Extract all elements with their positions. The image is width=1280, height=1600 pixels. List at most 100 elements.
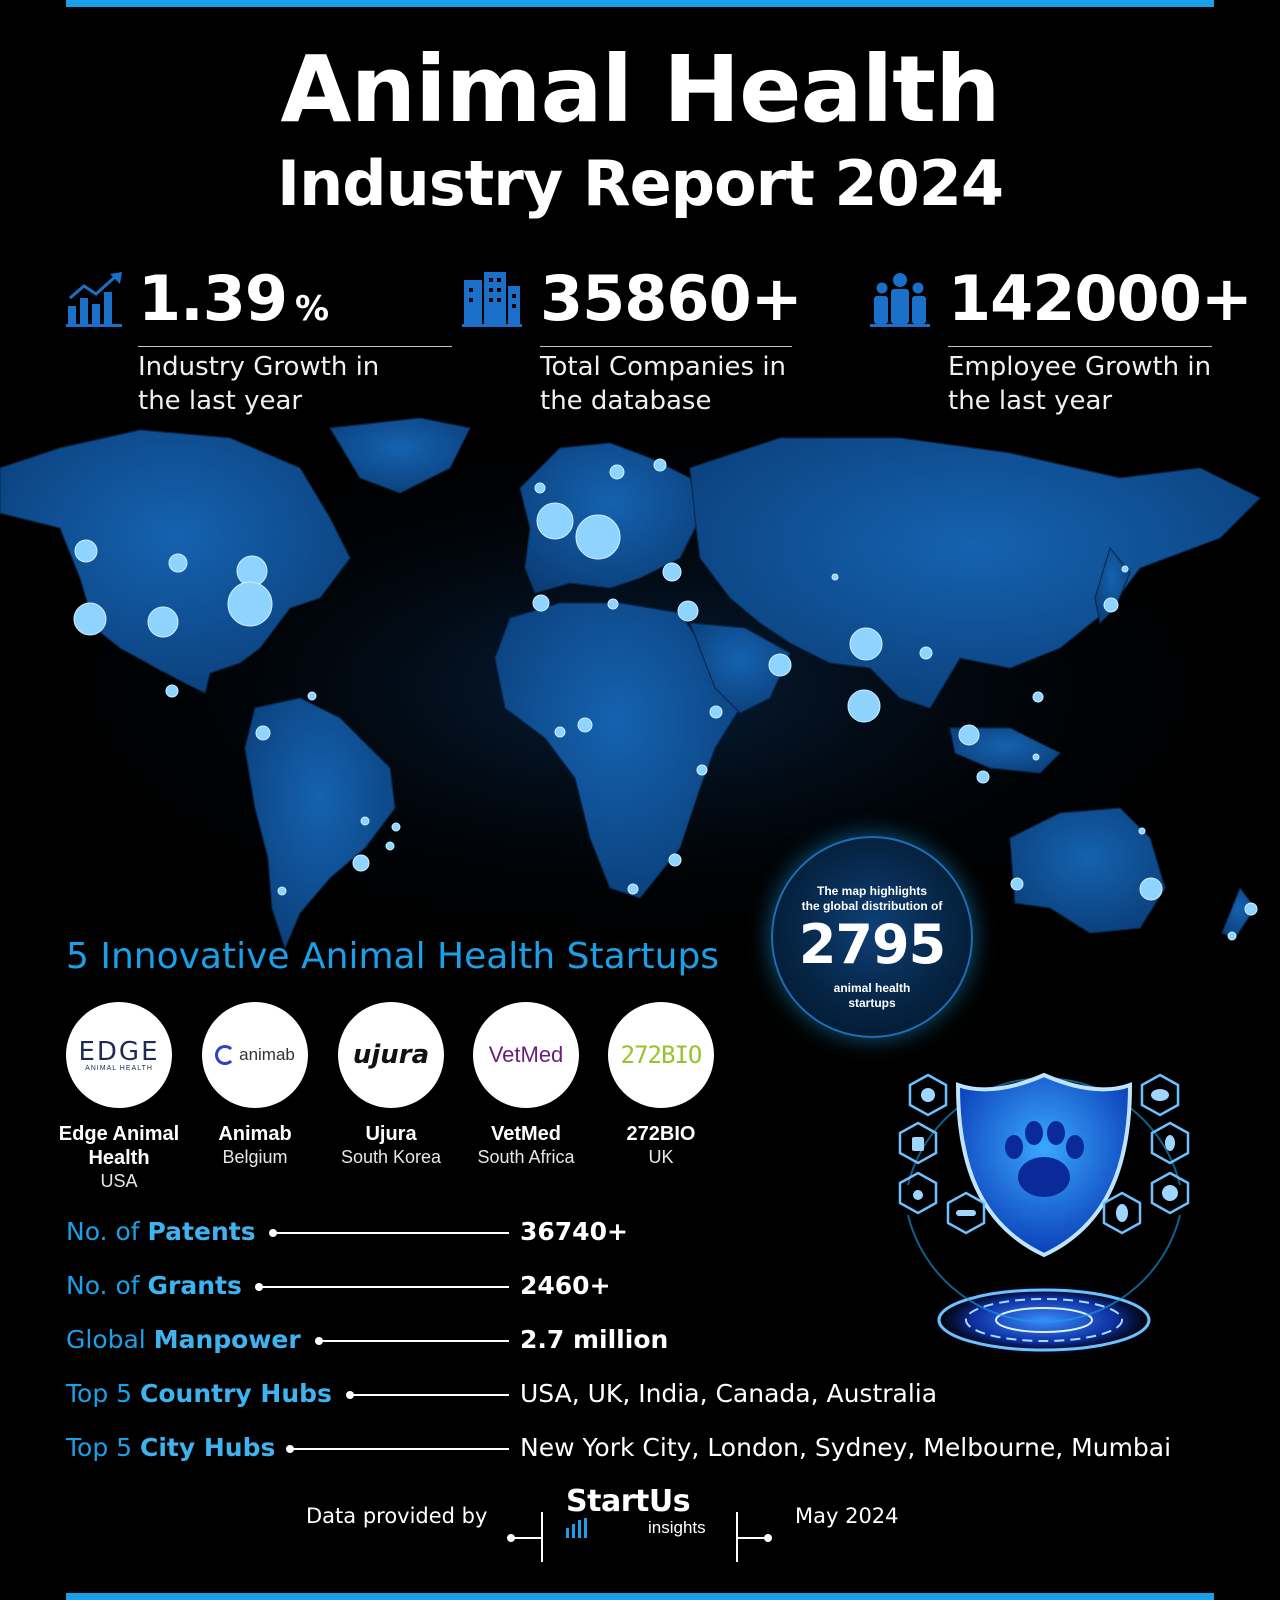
title-line1: Animal Health — [280, 36, 1000, 143]
metric-value: 2460+ — [520, 1271, 611, 1300]
asia-shape — [689, 437, 1262, 709]
startup-location-marker — [1139, 877, 1163, 901]
startup-location-marker — [768, 653, 792, 677]
startup-location-marker — [147, 606, 179, 638]
startup-location: UK — [648, 1147, 674, 1167]
startup-location-marker — [958, 724, 980, 746]
startup-location-marker — [1103, 597, 1119, 613]
leader-line — [290, 1448, 509, 1450]
leader-line — [259, 1286, 509, 1288]
startup-location-marker — [919, 646, 933, 660]
stat-value: 142000+ — [948, 262, 1253, 335]
startup-location-marker — [391, 822, 401, 832]
startup-location-marker — [627, 883, 639, 895]
stat-value: 35860+ — [540, 262, 803, 335]
startup-location-marker — [653, 458, 667, 472]
startup-name: Animab — [218, 1123, 292, 1145]
startup-location-marker — [1032, 691, 1044, 703]
stat-description: Total Companies in the database — [540, 352, 787, 416]
startup-location-marker — [536, 502, 574, 540]
startup-location-marker — [976, 770, 990, 784]
africa-shape — [494, 602, 741, 899]
bone-hex-icon — [946, 1191, 986, 1235]
footer-bracket-left — [541, 1512, 543, 1562]
startup-location-marker — [668, 853, 682, 867]
stat-divider — [138, 346, 452, 347]
startup-location-marker — [1227, 931, 1237, 941]
pet-health-shield-illustration — [898, 1072, 1190, 1358]
startup-name: VetMed — [490, 1123, 562, 1145]
startup-location-marker — [534, 482, 546, 494]
stat-value: 1.39% — [138, 262, 329, 335]
startup-location-marker — [255, 725, 271, 741]
startus-insights-logo: StartUs insights — [566, 1484, 706, 1538]
medicine-hex-icon — [898, 1121, 938, 1165]
callout-text-top: The map highlights the global distributio… — [801, 884, 943, 913]
world-map — [0, 408, 1280, 968]
people-icon — [870, 273, 930, 327]
footer-line-right — [738, 1537, 764, 1539]
logo-animab: animab — [202, 1002, 308, 1108]
startups-heading: 5 Innovative Animal Health Startups — [66, 936, 720, 977]
startup-location-marker — [307, 691, 317, 701]
startup-location-marker — [352, 854, 370, 872]
startup-location-marker — [1138, 827, 1146, 835]
startup-location-marker — [709, 705, 723, 719]
startup-location-marker — [607, 598, 619, 610]
rabbit-hex-icon — [908, 1073, 948, 1117]
startup-location-marker — [73, 602, 107, 636]
paw-icon — [1005, 1121, 1084, 1197]
animab-mark-icon — [215, 1045, 236, 1065]
metric-label: No. of Patents — [66, 1217, 256, 1246]
logo-ujura: ujura — [338, 1002, 444, 1108]
leader-line — [350, 1394, 509, 1396]
footer-provided-by: Data provided by — [306, 1504, 488, 1528]
startup-location-marker — [1010, 877, 1024, 891]
startup-location-marker — [554, 726, 566, 738]
startup-location-marker — [609, 464, 625, 480]
dog-hex-icon — [1140, 1073, 1180, 1117]
metric-label: Top 5 Country Hubs — [66, 1379, 332, 1408]
startup-markers — [73, 458, 1258, 941]
top-accent-bar — [66, 0, 1214, 7]
stat-divider — [948, 346, 1212, 347]
startup-location-marker — [847, 689, 881, 723]
stat-description: Employee Growth in the last year — [948, 352, 1212, 416]
startup-location-marker — [696, 764, 708, 776]
leader-line — [319, 1340, 509, 1342]
metric-label: Global Manpower — [66, 1325, 301, 1354]
startup-location-marker — [662, 562, 682, 582]
startup-location-marker — [236, 555, 268, 587]
metric-value: 36740+ — [520, 1217, 628, 1246]
startup-location-marker — [227, 581, 273, 627]
startup-location-marker — [849, 627, 883, 661]
startup-location-marker — [277, 886, 287, 896]
startup-location-marker — [577, 717, 593, 733]
metric-label: No. of Grants — [66, 1271, 242, 1300]
metric-label: Top 5 City Hubs — [66, 1433, 276, 1462]
startup-location-marker — [165, 684, 179, 698]
startup-location-marker — [1121, 565, 1129, 573]
startup-location: USA — [100, 1171, 138, 1191]
startup-location-marker — [1032, 753, 1040, 761]
startup-location-marker — [677, 600, 699, 622]
leader-line — [273, 1232, 509, 1234]
australia-shape — [1009, 807, 1166, 934]
cat-hex-icon — [1102, 1191, 1142, 1235]
growth-chart-icon — [66, 272, 122, 327]
startup-location-marker — [575, 514, 621, 560]
footer-bracket-right — [736, 1512, 738, 1562]
startup-name: Edge Animal Health — [58, 1123, 180, 1169]
logo-edge-animal-health: EDGE ANIMAL HEALTH — [66, 1002, 172, 1108]
metric-value: 2.7 million — [520, 1325, 669, 1354]
startup-location-marker — [831, 573, 839, 581]
startup-name: Ujura — [365, 1123, 417, 1145]
startup-location-marker — [74, 539, 98, 563]
startup-location-marker — [1244, 902, 1258, 916]
metric-value: New York City, London, Sydney, Melbourne… — [520, 1433, 1172, 1462]
startup-location-marker — [360, 816, 370, 826]
startup-location: South Africa — [477, 1147, 575, 1167]
startup-location-marker — [385, 841, 395, 851]
startup-name: 272BIO — [626, 1123, 696, 1145]
